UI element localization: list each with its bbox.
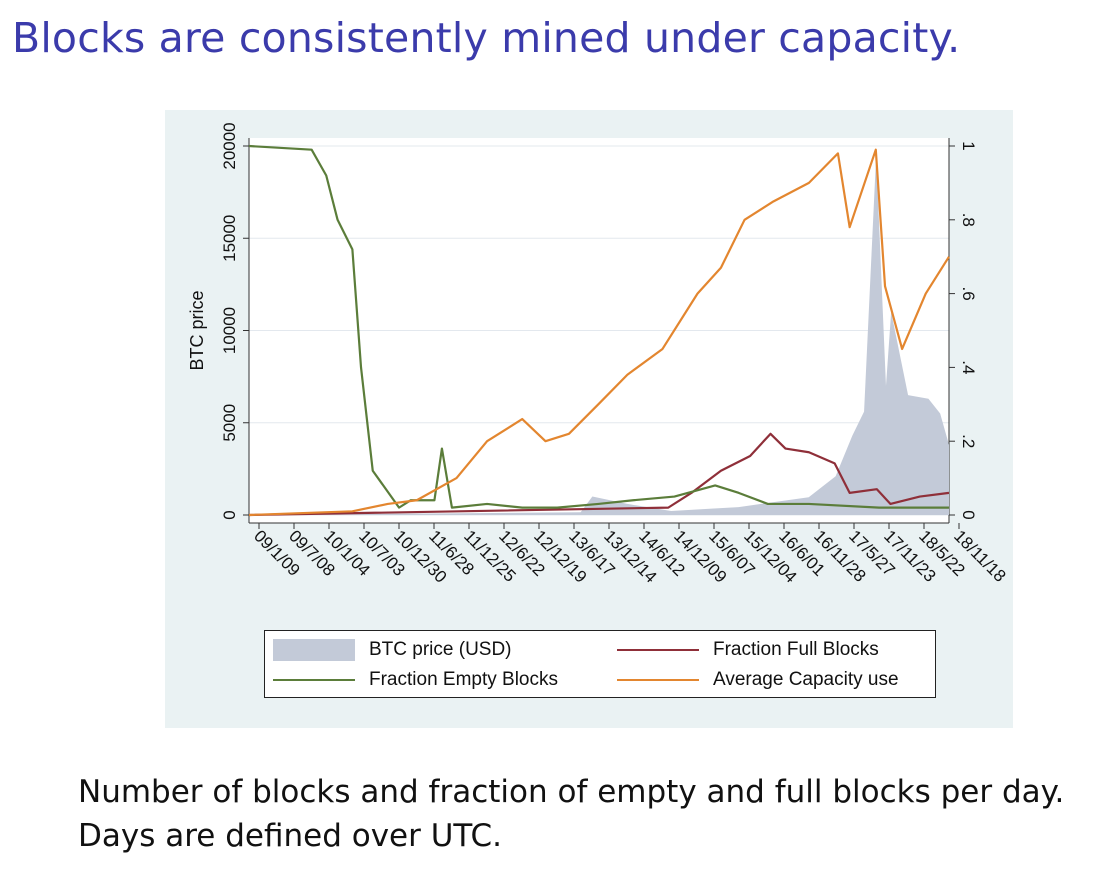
left-tick-label: 15000	[220, 215, 239, 262]
legend-label-btc-price: BTC price (USD)	[369, 639, 512, 660]
chart-panel: 0 5000 10000 15000 20000 BTC price 0.2.4.6.8 1 0…	[165, 110, 1013, 728]
empty-blocks-swatch	[273, 679, 355, 681]
legend-label-full-blocks: Fraction Full Blocks	[713, 639, 879, 660]
slide-title: Blocks are consistently mined under capa…	[12, 14, 961, 62]
left-tick-label: 20000	[220, 122, 239, 169]
btc-price-area	[249, 155, 949, 515]
legend-item-capacity-use: Average Capacity use	[617, 665, 899, 695]
capacity-use-line	[248, 148, 950, 517]
btc-price-swatch	[273, 639, 355, 661]
left-tick-label: 10000	[220, 307, 239, 354]
caption-line-2: Days are defined over UTC.	[78, 818, 503, 854]
legend-label-empty-blocks: Fraction Empty Blocks	[369, 669, 558, 690]
legend-item-btc-price: BTC price (USD)	[273, 635, 512, 665]
right-tick-label: .4	[959, 360, 978, 374]
chart-legend: BTC price (USD) Fraction Full Blocks Fra…	[264, 630, 936, 698]
legend-item-full-blocks: Fraction Full Blocks	[617, 635, 879, 665]
legend-label-capacity-use: Average Capacity use	[713, 669, 899, 690]
slide-caption: Number of blocks and fraction of empty a…	[78, 770, 1064, 858]
left-tick-label: 0	[220, 510, 239, 519]
full-blocks-swatch	[617, 649, 699, 651]
caption-line-1: Number of blocks and fraction of empty a…	[78, 774, 1065, 810]
right-tick-label: .6	[959, 287, 978, 301]
right-tick-label: 0	[959, 510, 978, 519]
empty-blocks-line	[248, 144, 949, 509]
capacity-use-swatch	[617, 679, 699, 681]
full-blocks-line	[248, 432, 950, 517]
right-tick-label: 1	[959, 141, 978, 150]
left-tick-label: 5000	[220, 404, 239, 442]
y-axis-label: BTC price	[187, 290, 207, 370]
legend-item-empty-blocks: Fraction Empty Blocks	[273, 665, 558, 695]
right-tick-label: .2	[959, 434, 978, 448]
right-tick-label: .8	[959, 213, 978, 227]
